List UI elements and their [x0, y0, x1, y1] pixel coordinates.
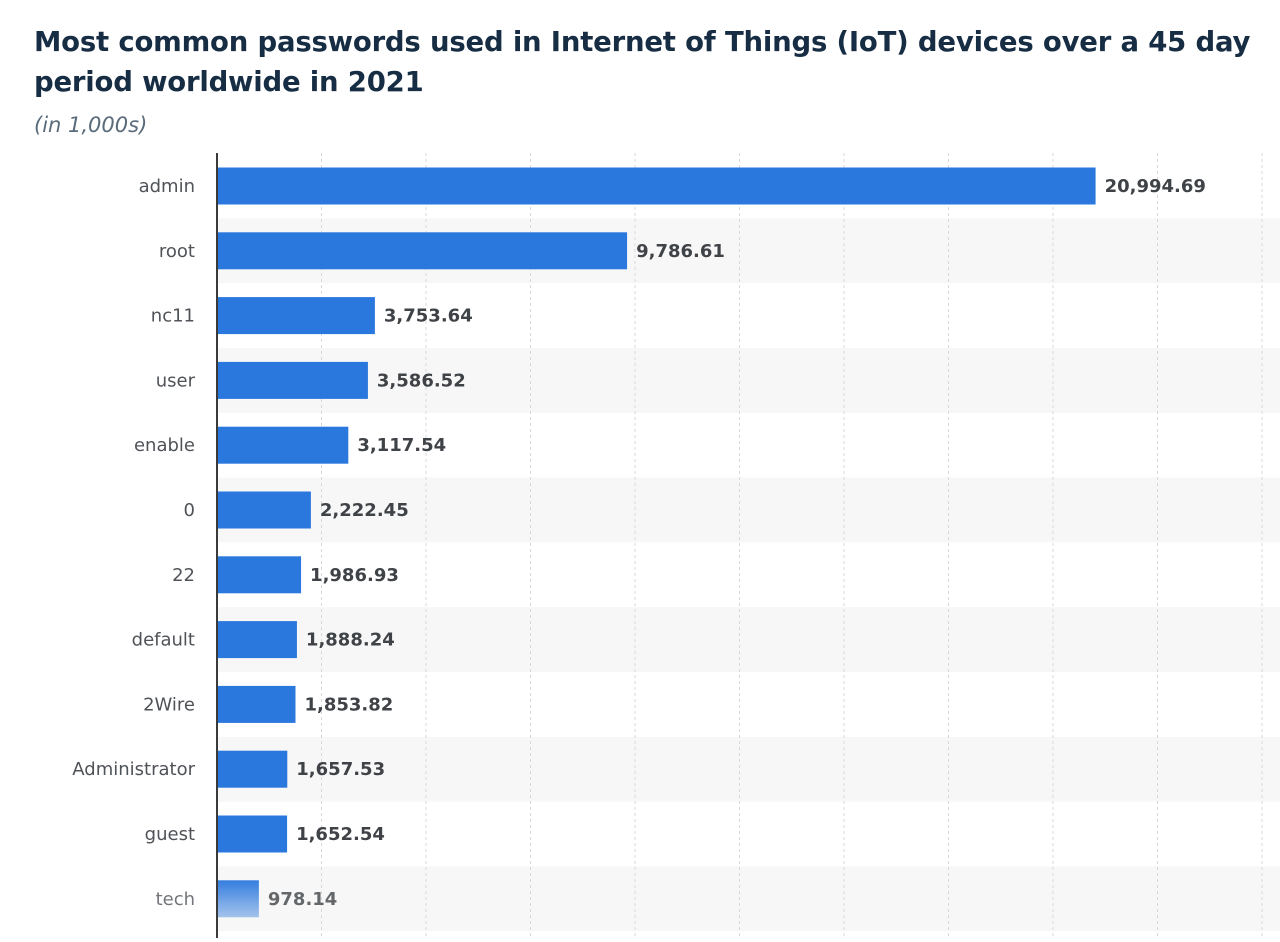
value-label: 1,652.54	[296, 824, 385, 845]
row-band	[217, 607, 1280, 672]
bar	[218, 491, 311, 529]
value-label: 1,657.53	[296, 759, 385, 780]
bar-series	[218, 167, 1096, 918]
row-bands	[217, 218, 1280, 932]
category-label: nc11	[151, 306, 195, 327]
bar	[218, 880, 259, 918]
value-label: 20,994.69	[1105, 176, 1206, 197]
bar	[218, 750, 288, 788]
chart-title: Most common passwords used in Internet o…	[34, 26, 1251, 98]
value-label: 1,986.93	[310, 565, 399, 586]
category-label: root	[159, 241, 195, 262]
bar	[218, 232, 628, 270]
category-label: admin	[139, 176, 195, 197]
value-label: 3,117.54	[357, 435, 446, 456]
category-label: enable	[134, 435, 195, 456]
value-label: 1,853.82	[304, 694, 393, 715]
category-label: 2Wire	[143, 694, 195, 715]
bar	[218, 621, 297, 659]
category-label: 22	[172, 565, 195, 586]
row-band	[217, 736, 1280, 802]
value-label: 9,786.61	[636, 241, 725, 262]
value-label: 3,753.64	[384, 306, 473, 327]
value-label: 978.14	[268, 889, 337, 910]
category-label: default	[132, 630, 195, 651]
bar	[218, 556, 302, 594]
bar	[218, 361, 368, 399]
category-label: user	[156, 370, 196, 391]
category-label: 0	[184, 500, 195, 521]
category-label: Administrator	[72, 759, 195, 780]
row-band	[217, 866, 1280, 932]
bar	[218, 297, 375, 335]
grid-lines	[321, 153, 1263, 938]
value-label: 2,222.45	[320, 500, 409, 521]
bar	[218, 426, 349, 464]
value-labels: 20,994.69 9,786.61 3,753.64 3,586.52 3,117.5…	[268, 176, 1206, 910]
chart-subtitle: (in 1,000s)	[34, 113, 148, 137]
bar	[218, 685, 296, 723]
category-labels: admin root nc11 user enable 0 22 default 2Wire Ad…	[72, 176, 195, 910]
category-label: guest	[145, 824, 195, 845]
category-label: tech	[156, 889, 195, 910]
value-label: 3,586.52	[377, 370, 466, 391]
row-band	[217, 348, 1280, 413]
row-band	[217, 477, 1280, 543]
bar	[218, 815, 288, 853]
value-label: 1,888.24	[306, 630, 395, 651]
bar	[218, 167, 1096, 205]
